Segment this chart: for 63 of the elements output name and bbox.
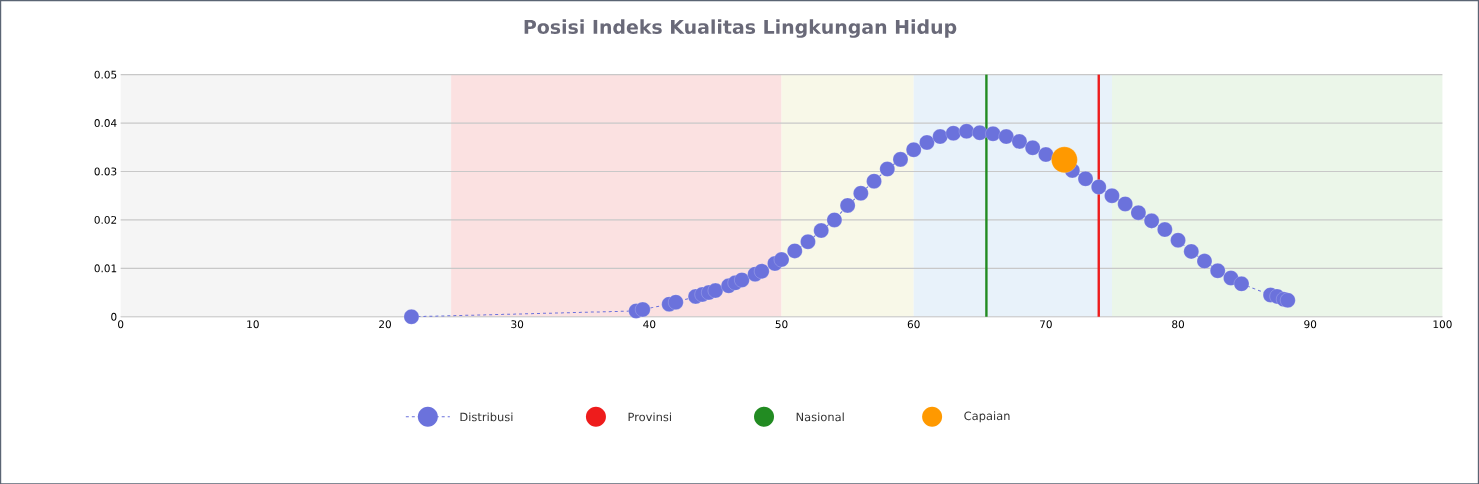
legend-label: Provinsi — [628, 412, 671, 422]
point — [945, 125, 962, 141]
point — [1183, 243, 1199, 259]
x-tick-label: 0 — [118, 320, 124, 328]
x-tick-label: 50 — [775, 320, 788, 328]
point — [403, 308, 420, 325]
legend-label: Nasional — [796, 412, 844, 422]
y-tick-label: 0 — [111, 312, 117, 321]
y-tick-label: 0.05 — [94, 70, 117, 79]
point — [754, 263, 770, 279]
point — [866, 173, 882, 189]
point — [1104, 187, 1120, 204]
point — [1011, 133, 1028, 149]
chart-title: Posisi Indeks Kualitas Lingkungan Hidup — [524, 19, 957, 38]
point — [773, 251, 790, 268]
point — [879, 161, 895, 177]
point — [635, 301, 651, 317]
point — [985, 125, 1001, 142]
y-tick-label: 0.01 — [94, 264, 117, 273]
x-tick-label: 90 — [1304, 320, 1317, 328]
x-tick-label: 30 — [511, 320, 524, 328]
x-tick-label: 100 — [1433, 320, 1452, 328]
x-tick-label: 80 — [1172, 320, 1185, 328]
point — [1196, 253, 1213, 269]
legend-label: Capaian — [964, 411, 1010, 423]
point — [1038, 146, 1054, 163]
point — [972, 124, 988, 141]
y-tick-label: 0.04 — [94, 118, 117, 127]
point — [1280, 292, 1296, 308]
x-tick-label: 40 — [643, 320, 656, 328]
point — [1233, 275, 1250, 292]
point — [1117, 196, 1133, 212]
point — [1077, 170, 1094, 187]
point — [734, 272, 750, 288]
point — [1170, 232, 1186, 248]
point — [1130, 204, 1147, 221]
point — [839, 197, 856, 213]
point — [1157, 221, 1173, 238]
point — [1024, 139, 1041, 156]
point — [1143, 212, 1160, 229]
x-tick-label: 10 — [247, 320, 259, 328]
point — [853, 185, 869, 201]
point — [800, 233, 816, 250]
y-tick-label: 0.02 — [94, 215, 117, 224]
point — [1051, 146, 1078, 173]
point — [932, 128, 948, 145]
point — [1210, 262, 1226, 279]
x-tick-label: 60 — [907, 320, 920, 328]
point — [892, 151, 909, 167]
point — [906, 141, 922, 158]
point — [1091, 179, 1107, 195]
point — [998, 128, 1014, 145]
point — [787, 242, 803, 259]
point — [958, 123, 975, 139]
legend-label: Distribusi — [460, 412, 513, 422]
point — [826, 211, 843, 228]
point — [668, 294, 684, 310]
x-tick-label: 70 — [1040, 320, 1052, 328]
point — [919, 134, 935, 150]
x-tick-label: 20 — [379, 320, 391, 328]
point — [707, 282, 724, 299]
point — [813, 222, 829, 239]
y-tick-label: 0.03 — [94, 167, 117, 176]
